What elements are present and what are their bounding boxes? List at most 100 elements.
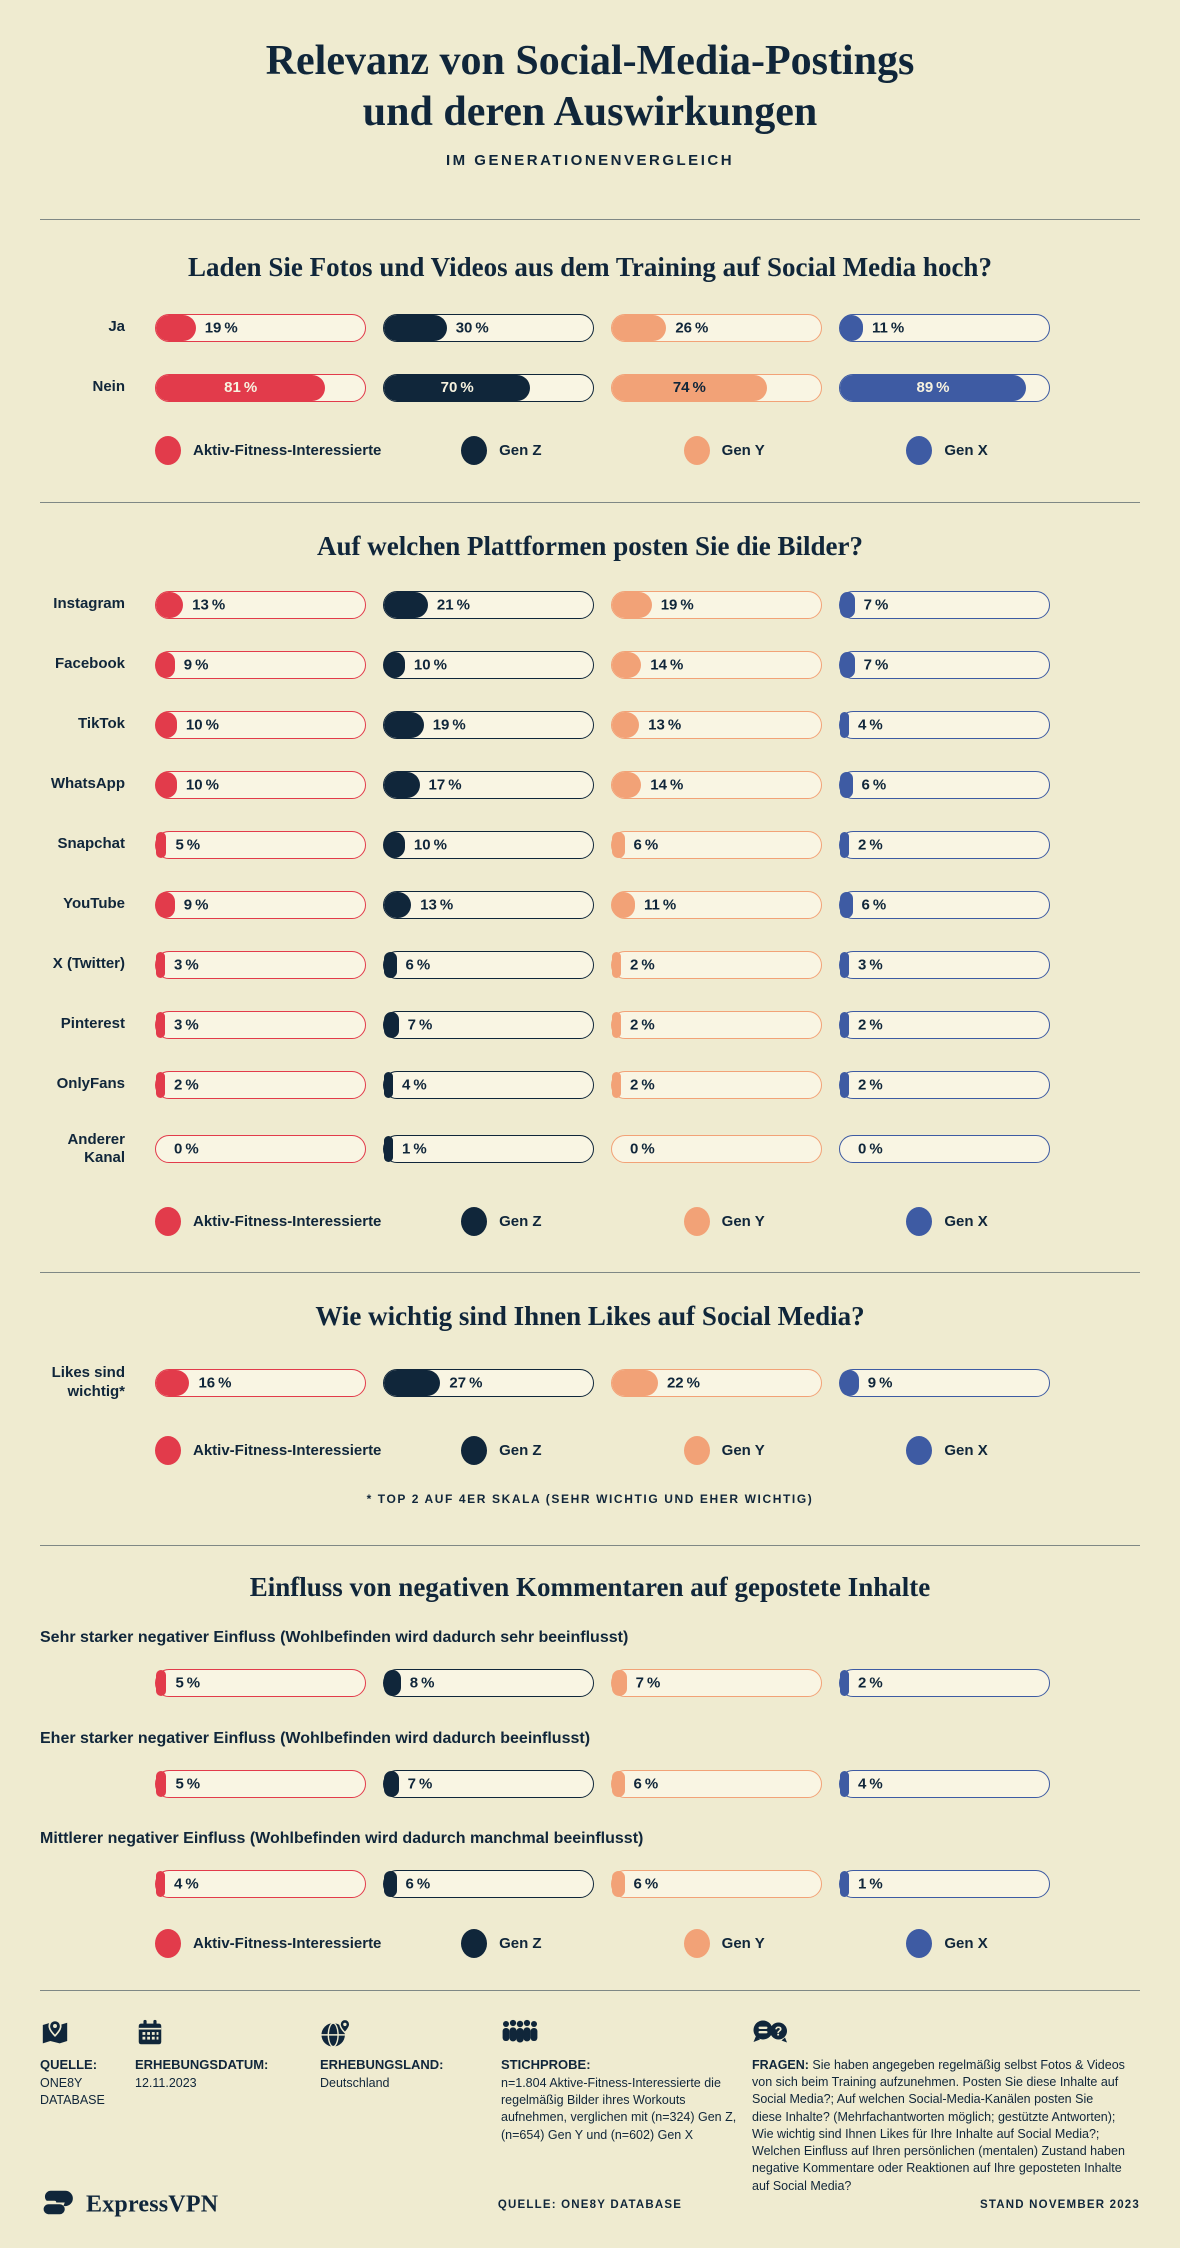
bar-fill bbox=[384, 771, 420, 798]
legend-dot bbox=[906, 1929, 933, 1959]
bar-value-label: 1 % bbox=[402, 1140, 427, 1158]
bar-value-label: 13 % bbox=[192, 596, 226, 614]
footer-item-label: ERHEBUNGSDATUM: bbox=[135, 2056, 269, 2072]
legend-dot bbox=[906, 1436, 933, 1466]
bar-fill bbox=[156, 314, 196, 341]
legend-label: Gen Y bbox=[721, 1442, 765, 1460]
bar-value-label: 74 % bbox=[672, 379, 706, 397]
legend-item: Gen Y bbox=[621, 1929, 827, 1959]
bar-fill bbox=[840, 591, 855, 618]
bar-chart: Likes sind wichtig* 16 % 27 % 22 % 9 % bbox=[0, 1364, 1180, 1402]
section-likes: Wie wichtig sind Ihnen Likes auf Social … bbox=[0, 1299, 1180, 1506]
bar-row-label: Anderer Kanal bbox=[67, 1130, 125, 1167]
bar-row: Pinterest 3 % 7 % 2 % 2 % bbox=[0, 1010, 1180, 1039]
bar-value-label: 0 % bbox=[174, 1140, 199, 1158]
bar-track: 1 % bbox=[839, 1869, 1050, 1898]
map-pin-icon bbox=[40, 2016, 121, 2048]
legend-item: Gen Z bbox=[398, 436, 604, 466]
bar-value-label: 11 % bbox=[643, 896, 677, 914]
page-title-line2: und deren Auswirkungen bbox=[362, 89, 818, 136]
bar-value-label: 6 % bbox=[633, 1875, 659, 1893]
page-title-line1: Relevanz von Social-Media-Postings bbox=[265, 38, 915, 84]
legend-label: Aktiv-Fitness-Interessierte bbox=[193, 442, 382, 460]
footer-item-label: STICHPROBE: bbox=[501, 2056, 591, 2072]
brand-name: ExpressVPN bbox=[86, 2191, 219, 2218]
bar-track: 22 % bbox=[611, 1369, 822, 1397]
bar-track: 4 % bbox=[155, 1869, 366, 1898]
legend-label: Gen X bbox=[944, 442, 988, 460]
infographic-header: Relevanz von Social-Media-Postings und d… bbox=[0, 0, 1180, 169]
bar-track: 10 % bbox=[383, 650, 594, 679]
page-subtitle: IM GENERATIONENVERGLEICH bbox=[445, 152, 735, 170]
legend-item: Gen Z bbox=[398, 1929, 604, 1959]
bar-value-label: 19 % bbox=[204, 319, 238, 337]
bar-chart: Ja 19 % 30 % 26 % 11 % Nein 81 % 70 % 74 % 89 % bbox=[0, 313, 1180, 402]
bar-value-label: 2 % bbox=[630, 956, 655, 974]
bar-track: 6 % bbox=[383, 950, 594, 979]
bar-group: 81 % 70 % 74 % 89 % bbox=[155, 373, 1050, 402]
bar-track: 7 % bbox=[383, 1769, 594, 1798]
footer-item-text: 12.11.2023 bbox=[135, 2075, 197, 2090]
bar-row: WhatsApp 10 % 17 % 14 % 6 % bbox=[0, 770, 1180, 799]
bar-fill bbox=[384, 374, 531, 401]
bar-track: 2 % bbox=[611, 1010, 822, 1039]
bar-value-label: 27 % bbox=[449, 1374, 483, 1392]
bar-fill bbox=[840, 1011, 849, 1038]
bar-row-label: Instagram bbox=[53, 595, 125, 613]
bar-row: X (Twitter) 3 % 6 % 2 % 3 % bbox=[0, 950, 1180, 979]
footer-item-label-inline: FRAGEN: bbox=[752, 2057, 813, 2072]
bar-value-label: 14 % bbox=[650, 776, 684, 794]
bar-value-label: 3 % bbox=[858, 956, 883, 974]
bar-row: OnlyFans 2 % 4 % 2 % 2 % bbox=[0, 1070, 1180, 1099]
bar-track: 81 % bbox=[155, 373, 366, 402]
bar-fill bbox=[384, 1770, 399, 1797]
legend-label: Gen Z bbox=[499, 1935, 542, 1953]
bar-fill bbox=[612, 1011, 621, 1038]
section-title: Laden Sie Fotos und Videos aus dem Train… bbox=[188, 252, 992, 283]
bar-fill bbox=[384, 591, 428, 618]
bar-track: 5 % bbox=[155, 1668, 366, 1697]
divider bbox=[40, 219, 1140, 221]
bar-fill bbox=[384, 1370, 441, 1396]
bar-track: 26 % bbox=[611, 313, 822, 342]
bar-fill bbox=[840, 651, 855, 678]
bar-value-label: 7 % bbox=[407, 1775, 433, 1793]
bar-track: 0 % bbox=[155, 1135, 366, 1164]
legend-item: Gen Z bbox=[398, 1436, 604, 1466]
bar-fill bbox=[156, 1669, 167, 1696]
bar-value-label: 13 % bbox=[420, 896, 454, 914]
bar-fill bbox=[840, 771, 853, 798]
bar-fill bbox=[156, 651, 175, 678]
bottom-source: QUELLE: ONE8Y DATABASE bbox=[497, 2199, 683, 2211]
bar-value-label: 4 % bbox=[174, 1875, 199, 1893]
bar-value-label: 5 % bbox=[175, 836, 201, 854]
legend-item: Gen X bbox=[844, 1206, 1050, 1236]
bar-track: 2 % bbox=[839, 1668, 1050, 1697]
bar-fill bbox=[384, 891, 412, 918]
bar-row-label: Nein bbox=[92, 378, 125, 396]
bar-track: 2 % bbox=[839, 1010, 1050, 1039]
bar-row-label: X (Twitter) bbox=[52, 955, 125, 973]
bar-group: 3 % 7 % 2 % 2 % bbox=[155, 1010, 1050, 1039]
bar-chart: Sehr starker negativer Einfluss (Wohlbef… bbox=[0, 1628, 1180, 1898]
legend-label: Gen Z bbox=[499, 1212, 542, 1230]
bar-fill bbox=[612, 651, 642, 678]
bar-row-label: Pinterest bbox=[60, 1015, 125, 1033]
footer-item-stichprobe: STICHPROBE: n=1.804 Aktive-Fitness-Intere… bbox=[501, 2016, 752, 2195]
legend-dot bbox=[155, 1436, 181, 1466]
bar-fill bbox=[840, 374, 1026, 401]
bar-track: 8 % bbox=[383, 1668, 594, 1697]
bar-value-label: 10 % bbox=[413, 836, 447, 854]
brand-logo: ExpressVPN bbox=[40, 2185, 218, 2226]
bar-value-label: 10 % bbox=[185, 716, 219, 734]
bar-value-label: 7 % bbox=[635, 1674, 661, 1692]
bar-track: 11 % bbox=[839, 313, 1050, 342]
legend-label: Gen X bbox=[944, 1442, 988, 1460]
bar-fill bbox=[840, 1870, 849, 1897]
legend-label: Gen Z bbox=[499, 1442, 542, 1460]
bar-fill bbox=[384, 314, 447, 341]
bar-value-label: 89 % bbox=[916, 379, 950, 397]
bar-fill bbox=[612, 771, 642, 798]
bar-track: 2 % bbox=[839, 1070, 1050, 1099]
